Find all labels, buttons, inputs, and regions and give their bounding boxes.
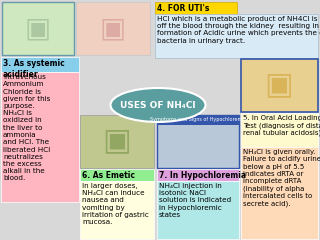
Text: 6. As Emetic: 6. As Emetic	[82, 171, 135, 180]
Ellipse shape	[110, 88, 205, 122]
Text: In larger doses,
NH₄Cl can induce
nausea and
vomiting by
irritation of gastric
m: In larger doses, NH₄Cl can induce nausea…	[82, 183, 149, 225]
FancyBboxPatch shape	[241, 147, 318, 239]
FancyBboxPatch shape	[80, 115, 154, 168]
Text: Symptoms and Signs of Hypochloremia: Symptoms and Signs of Hypochloremia	[150, 116, 246, 121]
Text: USES OF NH₄Cl: USES OF NH₄Cl	[120, 101, 196, 109]
FancyBboxPatch shape	[1, 57, 79, 72]
FancyBboxPatch shape	[157, 115, 239, 168]
Text: ▣: ▣	[103, 126, 132, 156]
FancyBboxPatch shape	[1, 72, 79, 202]
Text: 3. As systemic
acidifier: 3. As systemic acidifier	[3, 59, 65, 79]
FancyBboxPatch shape	[241, 59, 318, 112]
Text: Intravenous
Ammonium
Chloride is
given for this
purpose.
NH₄Cl is
oxidized in
th: Intravenous Ammonium Chloride is given f…	[3, 74, 50, 181]
Text: HCl which is a metabolic product of NH4Cl is filtered
off the blood through the : HCl which is a metabolic product of NH4C…	[157, 16, 320, 44]
FancyBboxPatch shape	[2, 2, 74, 55]
FancyBboxPatch shape	[157, 115, 239, 125]
FancyBboxPatch shape	[76, 2, 150, 55]
Text: ▣: ▣	[100, 14, 126, 42]
FancyBboxPatch shape	[157, 169, 239, 181]
FancyBboxPatch shape	[157, 181, 239, 239]
Text: ▣: ▣	[265, 71, 293, 100]
Text: NH₄Cl is given orally.
Failure to acidify urine
below a pH of 5.5
indicates dRTA: NH₄Cl is given orally. Failure to acidif…	[243, 149, 320, 207]
FancyBboxPatch shape	[155, 2, 237, 14]
FancyBboxPatch shape	[241, 113, 318, 147]
Text: 7. In Hypochloremia: 7. In Hypochloremia	[159, 171, 246, 180]
Text: 5. In Oral Acid Loading
Test (diagnosis of distal
renal tubular acidosis).: 5. In Oral Acid Loading Test (diagnosis …	[243, 115, 320, 137]
FancyBboxPatch shape	[80, 181, 154, 239]
Text: ▣: ▣	[25, 14, 51, 42]
FancyBboxPatch shape	[155, 14, 318, 58]
Text: NH₄Cl injection in
isotonic NaCl
solution is indicated
in Hypochloremic
states: NH₄Cl injection in isotonic NaCl solutio…	[159, 183, 231, 218]
Text: 4. FOR UTI's: 4. FOR UTI's	[157, 4, 209, 13]
FancyBboxPatch shape	[80, 169, 154, 181]
